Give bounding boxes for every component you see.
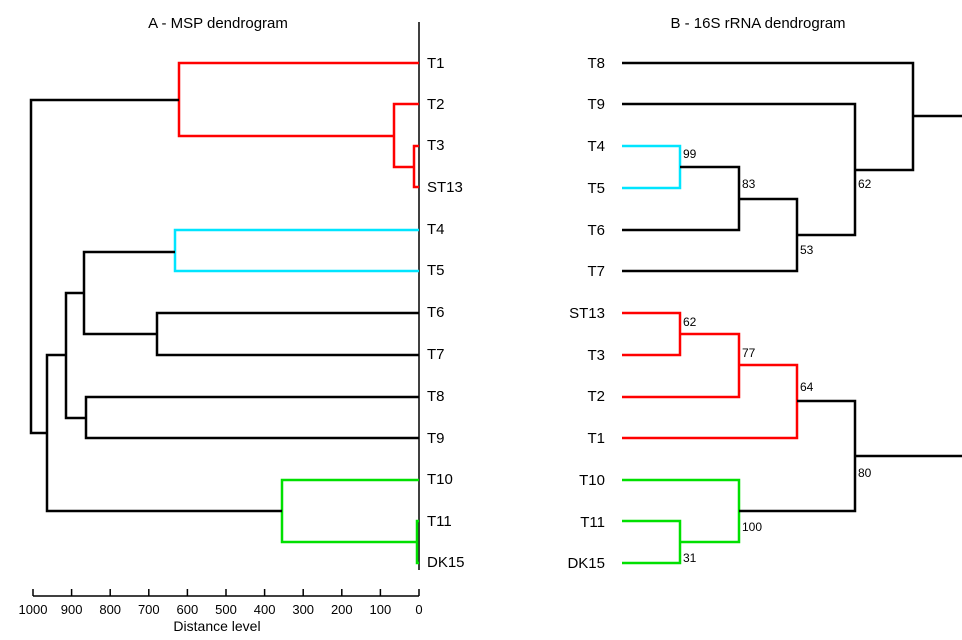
- branch-a-t4-t7: [82, 250, 175, 336]
- tick-label-800: 800: [99, 602, 121, 617]
- bootstrap-31: 31: [683, 551, 697, 565]
- tick-label-400: 400: [254, 602, 276, 617]
- tick-label-300: 300: [292, 602, 314, 617]
- leaf-label-a-st13: ST13: [427, 179, 463, 196]
- leaf-label-b-dk15: DK15: [567, 555, 605, 572]
- panel-a-distance-axis: 1000 900 800 700 600 500 400 300 200 100…: [19, 589, 423, 634]
- bootstrap-83: 83: [742, 177, 756, 191]
- branch-a-root: [29, 98, 179, 435]
- leaf-label-b-t9: T9: [587, 96, 605, 113]
- tick-label-200: 200: [331, 602, 353, 617]
- panel-b-bootstrap-values: 99 83 53 62 62 77 64 31 100 80: [683, 147, 872, 565]
- leaf-label-a-t9: T9: [427, 430, 445, 447]
- leaf-label-b-t1: T1: [587, 430, 605, 447]
- bootstrap-62-upper: 62: [858, 177, 872, 191]
- leaf-label-b-t11: T11: [580, 514, 605, 531]
- branch-a-t1-group: [177, 61, 419, 138]
- leaf-label-b-st13: ST13: [569, 305, 605, 322]
- tick-label-0: 0: [415, 602, 422, 617]
- bootstrap-100: 100: [742, 520, 762, 534]
- branch-b-t1-group: [622, 363, 799, 440]
- branch-a-lower-root: [45, 353, 282, 513]
- tick-label-100: 100: [370, 602, 392, 617]
- bootstrap-53: 53: [800, 243, 814, 257]
- leaf-label-a-t8: T8: [427, 388, 445, 405]
- leaf-label-a-t5: T5: [427, 262, 445, 279]
- leaf-label-b-t10: T10: [579, 472, 605, 489]
- tick-label-700: 700: [138, 602, 160, 617]
- tick-label-900: 900: [61, 602, 83, 617]
- bootstrap-77: 77: [742, 346, 756, 360]
- branch-b-t8-group: [622, 61, 915, 172]
- leaf-label-a-t11: T11: [427, 513, 452, 530]
- leaf-label-b-t5: T5: [587, 180, 605, 197]
- branch-a-t6-t7: [155, 311, 419, 357]
- panel-a-leaf-labels: T1 T2 T3 ST13 T4 T5 T6 T7 T8 T9 T10 T11 …: [427, 55, 465, 571]
- leaf-label-b-t2: T2: [587, 388, 605, 405]
- bootstrap-99: 99: [683, 147, 697, 161]
- tick-label-500: 500: [215, 602, 237, 617]
- leaf-label-b-t7: T7: [587, 263, 605, 280]
- panel-b-title: B - 16S rRNA dendrogram: [670, 15, 845, 32]
- leaf-label-a-t3: T3: [427, 137, 445, 154]
- leaf-label-a-t2: T2: [427, 96, 445, 113]
- panel-b-tree: [622, 61, 962, 565]
- leaf-label-a-t1: T1: [427, 55, 445, 72]
- tick-label-600: 600: [177, 602, 199, 617]
- bootstrap-64: 64: [800, 380, 814, 394]
- leaf-label-b-t4: T4: [587, 138, 605, 155]
- branch-a-t8-t9: [84, 395, 419, 440]
- branch-a-t4-t5: [173, 228, 419, 273]
- branch-b-t11-dk15: [622, 519, 682, 565]
- leaf-label-a-dk15: DK15: [427, 554, 465, 571]
- leaf-label-b-t3: T3: [587, 347, 605, 364]
- panel-b-leaf-labels: T8 T9 T4 T5 T6 T7 ST13 T3 T2 T1 T10 T11 …: [567, 55, 605, 572]
- panel-a-title: A - MSP dendrogram: [148, 15, 288, 32]
- panel-a-tree: [29, 61, 419, 565]
- leaf-label-a-t4: T4: [427, 221, 445, 238]
- branch-a-t10-group: [280, 478, 419, 544]
- leaf-label-a-t10: T10: [427, 471, 453, 488]
- tick-label-1000: 1000: [19, 602, 48, 617]
- branch-b-st13-t3: [622, 311, 682, 357]
- leaf-label-a-t6: T6: [427, 304, 445, 321]
- bootstrap-80: 80: [858, 466, 872, 480]
- branch-b-t4-t5: [622, 144, 682, 190]
- leaf-label-a-t7: T7: [427, 346, 445, 363]
- branch-b-t4-t7: [622, 197, 799, 273]
- distance-axis-label: Distance level: [173, 618, 260, 634]
- bootstrap-62-lower: 62: [683, 315, 697, 329]
- leaf-label-b-t8: T8: [587, 55, 605, 72]
- leaf-label-b-t6: T6: [587, 222, 605, 239]
